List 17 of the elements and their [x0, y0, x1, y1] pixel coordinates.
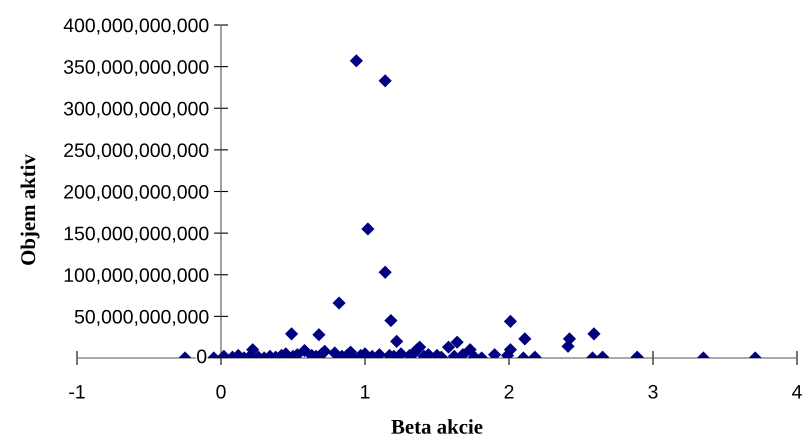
y-tick-label: 350,000,000,000: [64, 60, 208, 76]
y-tick-label: 50,000,000,000: [74, 310, 208, 326]
x-tick-label: 1: [361, 385, 370, 398]
y-tick-label: 100,000,000,000: [64, 268, 208, 284]
x-tick-label: 4: [792, 385, 802, 398]
y-tick-label: 250,000,000,000: [64, 143, 208, 160]
x-axis-title: Beta akcie: [391, 419, 482, 434]
x-tick-label: 2: [504, 384, 514, 398]
y-tick-label: 0: [197, 349, 206, 364]
x-tick-label: -1: [69, 385, 85, 398]
y-tick-label: 300,000,000,000: [64, 102, 208, 118]
y-tick-label: 200,000,000,000: [64, 184, 208, 202]
y-axis-title: Objem aktiv: [20, 154, 40, 265]
y-tick-label: 150,000,000,000: [64, 226, 208, 243]
x-tick-label: 3: [648, 384, 658, 399]
x-tick-label: 0: [216, 384, 226, 399]
y-tick-label: 400,000,000,000: [64, 18, 208, 35]
